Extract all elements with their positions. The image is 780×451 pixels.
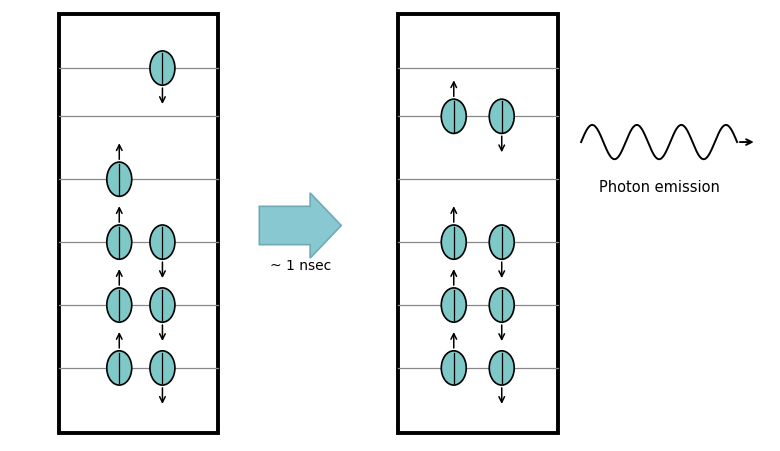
Bar	[58, 14, 218, 433]
Ellipse shape	[150, 351, 175, 385]
Ellipse shape	[107, 162, 132, 196]
Ellipse shape	[441, 288, 466, 322]
Ellipse shape	[441, 225, 466, 259]
Bar	[398, 14, 558, 433]
Ellipse shape	[441, 99, 466, 133]
Ellipse shape	[489, 225, 514, 259]
Ellipse shape	[441, 351, 466, 385]
FancyArrow shape	[259, 193, 342, 258]
Ellipse shape	[150, 51, 175, 85]
Ellipse shape	[150, 225, 175, 259]
Ellipse shape	[107, 351, 132, 385]
Ellipse shape	[489, 351, 514, 385]
Text: Photon emission: Photon emission	[599, 180, 719, 195]
Ellipse shape	[107, 225, 132, 259]
Ellipse shape	[489, 99, 514, 133]
Ellipse shape	[107, 288, 132, 322]
Ellipse shape	[489, 288, 514, 322]
Ellipse shape	[150, 288, 175, 322]
Text: ~ 1 nsec: ~ 1 nsec	[270, 259, 331, 273]
